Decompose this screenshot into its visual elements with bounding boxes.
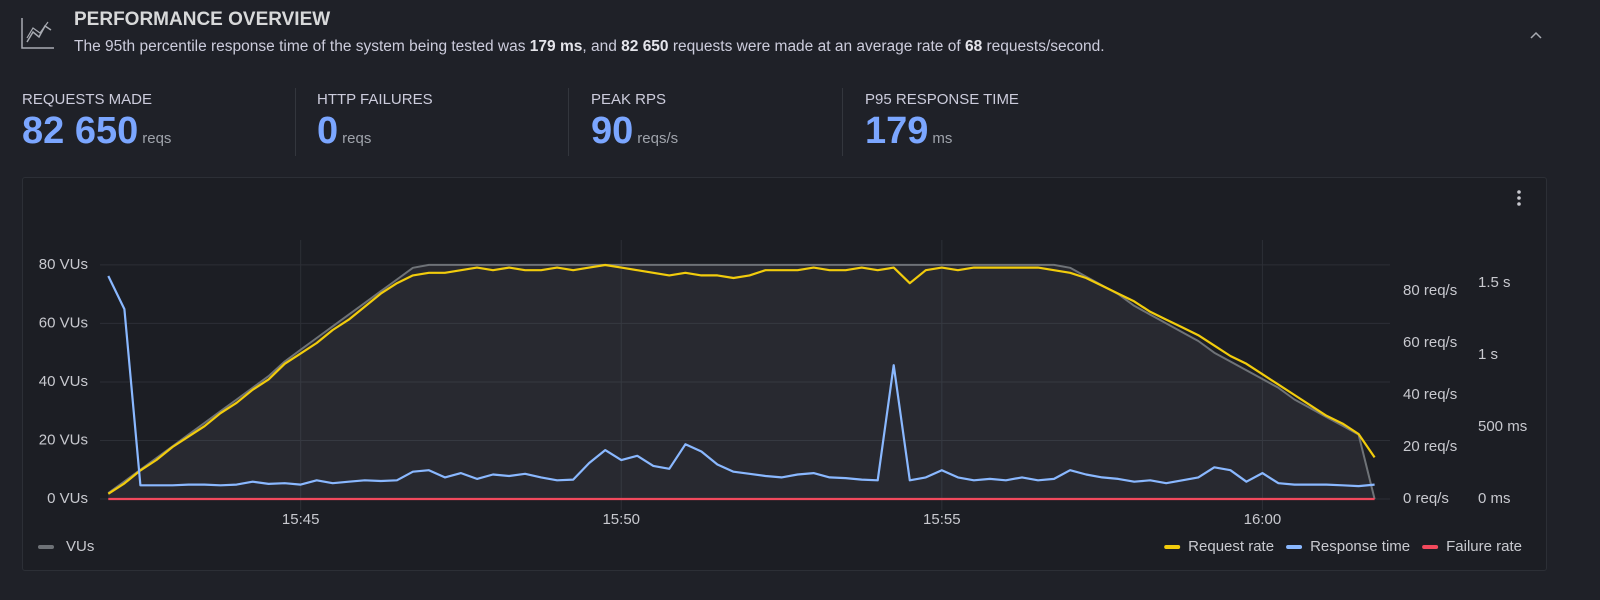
stat-row: 82 650 reqs [22, 108, 171, 154]
legend-swatch [1286, 545, 1303, 549]
stat-value: 179 [865, 110, 929, 152]
x-tick-label: 15:45 [282, 511, 320, 528]
y-tick-label: 40 VUs [39, 373, 88, 390]
y2-tick-label: 60 req/s [1403, 334, 1457, 351]
stat-label: PEAK RPS [591, 91, 667, 108]
legend-label: Failure rate [1446, 538, 1522, 555]
y-tick-label: 0 VUs [47, 490, 88, 507]
description-part: 68 [964, 38, 983, 55]
y3-tick-label: 500 ms [1478, 418, 1527, 435]
y2-tick-label: 40 req/s [1403, 386, 1457, 403]
stat-row: 0 reqs [317, 108, 433, 154]
series-area [108, 264, 1375, 499]
legend-swatch [1164, 545, 1181, 549]
stat-row: 90 reqs/s [591, 108, 678, 154]
y2-tick-label: 20 req/s [1403, 438, 1457, 455]
overview-icon [21, 18, 54, 49]
x-tick-label: 15:55 [923, 511, 961, 528]
x-tick-label: 15:50 [602, 511, 640, 528]
y3-tick-label: 1 s [1478, 346, 1498, 363]
y-tick-label: 80 VUs [39, 256, 88, 273]
y2-tick-label: 80 req/s [1403, 282, 1457, 299]
section-title: PERFORMANCE OVERVIEW [74, 9, 331, 30]
stat-label: HTTP FAILURES [317, 91, 433, 108]
stat-value: 82 650 [22, 110, 139, 152]
description-part: The 95th percentile response time of the… [74, 38, 530, 55]
stat: REQUESTS MADE 82 650 reqs [22, 91, 171, 154]
stat-value: 0 [317, 110, 339, 152]
description-part: 179 ms [529, 38, 583, 55]
collapse-button[interactable] [1526, 26, 1546, 46]
x-tick-label: 16:00 [1244, 511, 1282, 528]
stat: HTTP FAILURES 0 reqs [317, 91, 433, 154]
y-tick-label: 60 VUs [39, 314, 88, 331]
stat-unit: reqs/s [637, 130, 679, 147]
y-tick-label: 20 VUs [39, 431, 88, 448]
separator [568, 88, 569, 156]
panel-menu[interactable] [1517, 190, 1521, 206]
stat-unit: reqs [342, 130, 372, 147]
separator [842, 88, 843, 156]
legend-label: Request rate [1188, 538, 1274, 555]
stat-row: 179 ms [865, 108, 1019, 154]
stat-label: P95 RESPONSE TIME [865, 91, 1019, 108]
y2-tick-label: 0 req/s [1403, 490, 1449, 507]
stat-unit: reqs [142, 130, 172, 147]
separator [295, 88, 296, 156]
legend-label: VUs [66, 538, 94, 555]
stat-value: 90 [591, 110, 634, 152]
description-part: requests were made at an average rate of [668, 38, 965, 55]
chart-panel [22, 177, 1547, 571]
y3-tick-label: 0 ms [1478, 490, 1511, 507]
series-line [107, 275, 1375, 488]
legend-label: Response time [1310, 538, 1410, 555]
stat-label: REQUESTS MADE [22, 91, 153, 108]
legend-swatch [38, 545, 54, 549]
section-description: The 95th percentile response time of the… [74, 38, 1105, 56]
y3-tick-label: 1.5 s [1478, 274, 1511, 291]
stat: P95 RESPONSE TIME 179 ms [865, 91, 1019, 154]
description-part: 82 650 [621, 38, 669, 55]
series-line [107, 263, 1376, 495]
legend-swatch [1422, 545, 1439, 549]
description-part: requests/second. [982, 38, 1105, 55]
series-line [107, 263, 1376, 500]
description-part: , and [582, 38, 622, 55]
stat-unit: ms [932, 130, 953, 147]
stat: PEAK RPS 90 reqs/s [591, 91, 678, 154]
